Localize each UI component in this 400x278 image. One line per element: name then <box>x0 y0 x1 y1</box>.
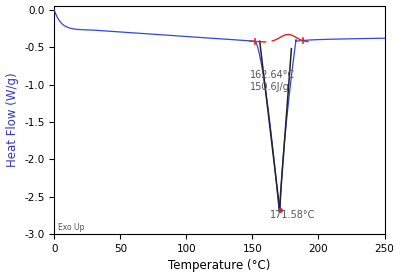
Y-axis label: Heat Flow (W/g): Heat Flow (W/g) <box>6 73 18 167</box>
Text: Exo Up: Exo Up <box>58 223 84 232</box>
Text: 162.64°C
150.6J/g: 162.64°C 150.6J/g <box>250 70 295 92</box>
X-axis label: Temperature (°C): Temperature (°C) <box>168 259 270 272</box>
Text: 171.58°C: 171.58°C <box>270 210 315 220</box>
